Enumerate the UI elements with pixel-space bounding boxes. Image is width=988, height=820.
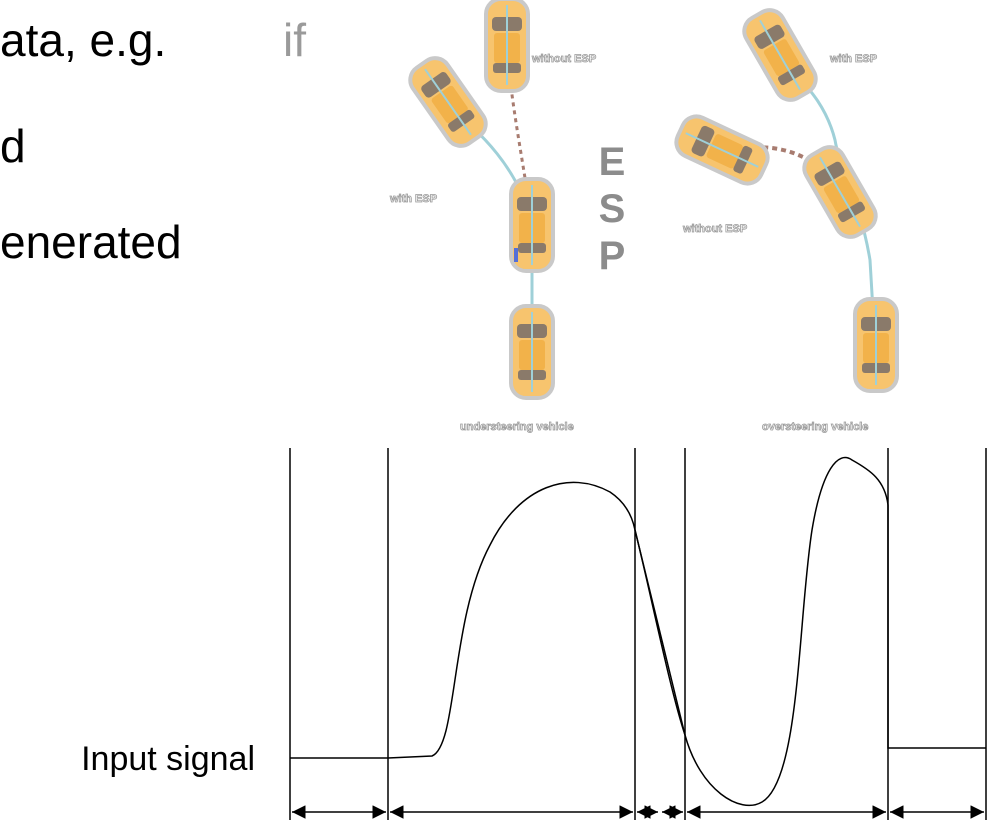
text-line: ata, e.g. xyxy=(0,14,166,66)
car xyxy=(402,50,494,154)
esp-letter: S xyxy=(599,187,626,231)
esp-letter: P xyxy=(599,234,626,278)
caption: understeering vehicle xyxy=(460,421,574,433)
text-line: enerated xyxy=(0,216,182,268)
label: without ESP xyxy=(682,223,747,235)
text-line: d xyxy=(0,120,26,172)
highlight-text: if xyxy=(283,14,306,66)
label: with ESP xyxy=(389,193,437,205)
car xyxy=(736,2,824,108)
signal-label: Input signal xyxy=(81,740,255,778)
car xyxy=(796,139,884,245)
caption: oversteering vehicle xyxy=(762,421,868,433)
car xyxy=(509,304,555,400)
car xyxy=(669,109,775,191)
esp-letter: E xyxy=(599,140,626,184)
car xyxy=(484,0,530,93)
label: with ESP xyxy=(829,53,877,65)
indicator xyxy=(514,248,518,262)
label: without ESP xyxy=(531,53,596,65)
car xyxy=(853,297,899,393)
signal-diagram xyxy=(289,448,987,820)
